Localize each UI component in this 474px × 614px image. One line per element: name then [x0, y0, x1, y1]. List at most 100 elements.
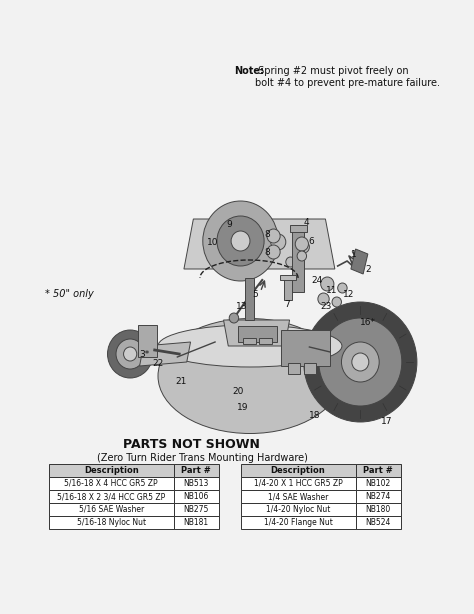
Text: NB513: NB513 — [183, 479, 209, 488]
Text: 17: 17 — [381, 418, 392, 427]
Bar — [237, 326, 277, 342]
Bar — [49, 464, 173, 477]
Bar — [240, 477, 356, 490]
Ellipse shape — [158, 325, 342, 367]
Bar — [240, 490, 356, 503]
Text: 22: 22 — [152, 360, 163, 368]
Text: NB102: NB102 — [365, 479, 391, 488]
Text: 16*: 16* — [360, 317, 376, 327]
Bar — [49, 490, 173, 503]
Circle shape — [229, 313, 238, 323]
Circle shape — [271, 234, 286, 250]
Bar — [245, 278, 254, 320]
Bar — [173, 503, 219, 516]
Bar — [284, 278, 292, 300]
Polygon shape — [184, 219, 335, 269]
Bar — [356, 490, 401, 503]
Text: Spring #2 must pivot freely on
bolt #4 to prevent pre-mature failure.: Spring #2 must pivot freely on bolt #4 t… — [255, 66, 440, 88]
Bar — [280, 275, 296, 280]
Circle shape — [321, 277, 334, 291]
Text: NB274: NB274 — [365, 492, 391, 501]
Text: 2: 2 — [365, 265, 371, 273]
Text: 1/4 SAE Washer: 1/4 SAE Washer — [268, 492, 328, 501]
Text: 12: 12 — [343, 289, 355, 298]
Text: 6: 6 — [309, 236, 314, 246]
Text: (Zero Turn Rider Trans Mounting Hardware): (Zero Turn Rider Trans Mounting Hardware… — [97, 453, 308, 463]
Bar — [49, 503, 173, 516]
Circle shape — [217, 216, 264, 266]
Polygon shape — [224, 320, 290, 346]
Text: NB180: NB180 — [365, 505, 391, 514]
Circle shape — [304, 302, 417, 422]
Bar — [173, 464, 219, 477]
Bar — [49, 516, 173, 529]
Text: Note:: Note: — [234, 66, 264, 76]
Circle shape — [332, 297, 341, 307]
Text: 5/16-18 X 2 3/4 HCC GR5 ZP: 5/16-18 X 2 3/4 HCC GR5 ZP — [57, 492, 165, 501]
Text: 1/4-20 Flange Nut: 1/4-20 Flange Nut — [264, 518, 332, 527]
Text: 20: 20 — [232, 387, 243, 397]
Bar — [356, 516, 401, 529]
Bar — [290, 225, 307, 232]
Circle shape — [108, 330, 153, 378]
Circle shape — [295, 237, 309, 251]
Bar — [243, 338, 255, 344]
Bar — [240, 464, 356, 477]
Ellipse shape — [158, 319, 342, 433]
Bar — [356, 464, 401, 477]
Text: NB106: NB106 — [183, 492, 209, 501]
Bar — [281, 330, 330, 366]
Circle shape — [267, 229, 280, 243]
Text: 3*: 3* — [139, 349, 149, 359]
Text: NB275: NB275 — [183, 505, 209, 514]
Bar — [356, 477, 401, 490]
Text: Description: Description — [84, 466, 139, 475]
Bar — [240, 503, 356, 516]
Text: 10: 10 — [208, 238, 219, 246]
Text: 5/16-18 X 4 HCC GR5 ZP: 5/16-18 X 4 HCC GR5 ZP — [64, 479, 158, 488]
Text: 7: 7 — [284, 300, 290, 308]
Text: 19: 19 — [237, 403, 248, 411]
Text: NB181: NB181 — [183, 518, 209, 527]
Bar — [356, 503, 401, 516]
Text: Part #: Part # — [364, 466, 393, 475]
Circle shape — [116, 339, 144, 369]
Bar — [173, 477, 219, 490]
Circle shape — [286, 257, 295, 267]
Text: 18: 18 — [310, 411, 321, 421]
Bar — [138, 325, 156, 357]
Circle shape — [341, 342, 379, 382]
Text: PARTS NOT SHOWN: PARTS NOT SHOWN — [123, 438, 259, 451]
Text: NB524: NB524 — [365, 518, 391, 527]
Bar — [288, 363, 300, 374]
Text: 5/16-18 Nyloc Nut: 5/16-18 Nyloc Nut — [77, 518, 146, 527]
Circle shape — [124, 347, 137, 361]
Text: 8: 8 — [264, 230, 270, 238]
Text: 21: 21 — [175, 378, 187, 386]
Polygon shape — [351, 249, 368, 274]
Text: 5/16 SAE Washer: 5/16 SAE Washer — [79, 505, 144, 514]
Text: Description: Description — [271, 466, 326, 475]
Circle shape — [319, 318, 402, 406]
Text: 5: 5 — [252, 289, 257, 298]
Bar — [240, 516, 356, 529]
Polygon shape — [140, 342, 191, 366]
Text: 11: 11 — [326, 286, 338, 295]
Bar — [173, 490, 219, 503]
Bar — [304, 363, 316, 374]
Circle shape — [298, 241, 310, 253]
Bar — [49, 477, 173, 490]
Text: 13: 13 — [236, 301, 247, 311]
Text: 8: 8 — [264, 247, 270, 257]
Text: 1: 1 — [351, 249, 356, 258]
Circle shape — [297, 251, 307, 261]
Text: 9: 9 — [226, 219, 232, 228]
Circle shape — [337, 283, 347, 293]
Bar — [292, 230, 304, 292]
Text: * 50" only: * 50" only — [46, 289, 94, 299]
Text: Part #: Part # — [182, 466, 211, 475]
Text: 23: 23 — [321, 301, 332, 311]
Circle shape — [267, 245, 280, 259]
Circle shape — [318, 293, 329, 305]
Circle shape — [203, 201, 278, 281]
